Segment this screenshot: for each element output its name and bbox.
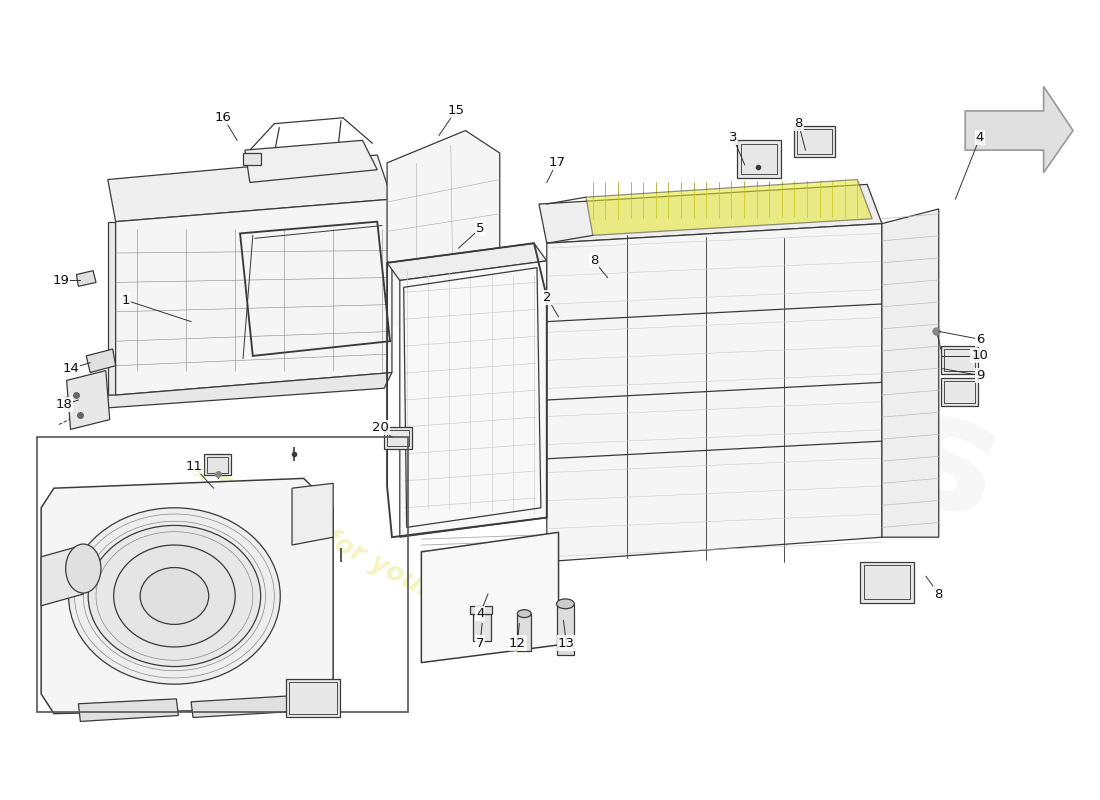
Bar <box>944 382 975 403</box>
Text: 5: 5 <box>476 222 484 235</box>
Text: 8: 8 <box>590 254 598 267</box>
Text: 9: 9 <box>976 369 984 382</box>
Text: 8: 8 <box>794 117 803 130</box>
Text: 7: 7 <box>476 637 484 650</box>
Text: 3: 3 <box>728 131 737 144</box>
Bar <box>944 349 975 370</box>
Bar <box>557 604 574 654</box>
Bar <box>865 565 911 599</box>
Bar <box>796 129 832 154</box>
Polygon shape <box>191 696 292 718</box>
Bar <box>37 438 408 712</box>
Polygon shape <box>86 349 116 373</box>
Ellipse shape <box>113 545 235 647</box>
Text: 20: 20 <box>372 421 388 434</box>
Text: 4: 4 <box>976 131 984 144</box>
Text: 10: 10 <box>971 350 988 362</box>
Text: 16: 16 <box>214 111 232 124</box>
Ellipse shape <box>140 567 209 624</box>
Text: 18: 18 <box>55 398 73 411</box>
Ellipse shape <box>517 610 531 618</box>
Text: 12: 12 <box>509 637 526 650</box>
Bar <box>940 346 978 374</box>
Polygon shape <box>67 370 110 430</box>
Bar <box>243 153 261 165</box>
Bar <box>517 614 531 651</box>
Text: 2: 2 <box>542 290 551 304</box>
Polygon shape <box>387 243 547 281</box>
Polygon shape <box>76 270 96 286</box>
Ellipse shape <box>88 526 261 666</box>
Bar <box>737 140 781 178</box>
Ellipse shape <box>68 508 280 684</box>
Text: 15: 15 <box>448 105 464 118</box>
Ellipse shape <box>557 599 574 609</box>
Polygon shape <box>539 185 882 243</box>
Bar <box>740 144 777 174</box>
Text: 6: 6 <box>976 333 984 346</box>
Polygon shape <box>78 699 178 722</box>
Polygon shape <box>965 86 1072 173</box>
Bar <box>940 378 978 406</box>
Polygon shape <box>586 179 872 235</box>
Text: a passion for your driving: a passion for your driving <box>187 455 538 658</box>
Polygon shape <box>116 199 392 395</box>
Text: 17: 17 <box>548 156 565 170</box>
Text: 19: 19 <box>53 274 69 287</box>
Text: 14: 14 <box>62 362 79 375</box>
Text: 4: 4 <box>476 607 484 620</box>
Ellipse shape <box>66 544 101 593</box>
Text: 11: 11 <box>186 460 202 473</box>
Polygon shape <box>245 140 377 182</box>
Polygon shape <box>547 224 882 562</box>
Polygon shape <box>471 606 492 614</box>
Bar <box>289 682 337 714</box>
Polygon shape <box>108 155 392 222</box>
Polygon shape <box>108 222 115 395</box>
Text: 1: 1 <box>121 294 130 306</box>
Text: 8: 8 <box>935 587 943 601</box>
Polygon shape <box>292 483 333 545</box>
Polygon shape <box>882 209 938 537</box>
Bar <box>860 562 914 603</box>
Text: ercoles: ercoles <box>353 206 1019 554</box>
Bar <box>207 457 229 473</box>
Bar <box>204 454 231 475</box>
Bar <box>286 679 340 717</box>
Polygon shape <box>41 545 84 606</box>
Polygon shape <box>421 532 559 662</box>
Bar <box>794 126 835 157</box>
Polygon shape <box>41 478 333 714</box>
Polygon shape <box>108 373 392 408</box>
Text: 13: 13 <box>558 637 575 650</box>
Bar <box>384 427 411 449</box>
Bar <box>473 614 491 641</box>
Polygon shape <box>399 261 547 537</box>
Polygon shape <box>387 130 499 287</box>
Bar <box>387 430 408 446</box>
